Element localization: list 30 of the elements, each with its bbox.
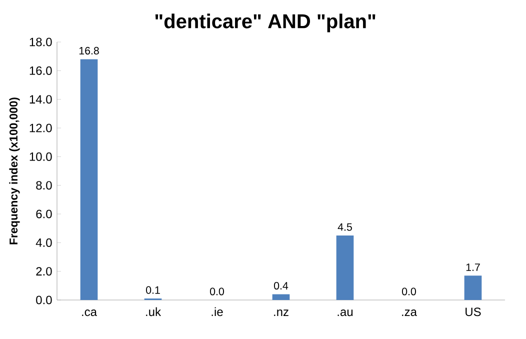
x-tick-label: .za xyxy=(402,310,417,316)
data-label: 0.0 xyxy=(402,288,416,296)
data-label: 1.7 xyxy=(466,264,480,271)
data-label: 4.5 xyxy=(338,223,352,231)
y-axis-title: Frequency index (x100,000) xyxy=(9,98,20,244)
bar xyxy=(464,276,482,300)
x-tick-label: .au xyxy=(338,310,353,316)
y-tick-label: 16.0 xyxy=(30,66,52,75)
x-tick-label: .nz xyxy=(274,310,288,316)
data-label: 0.4 xyxy=(274,282,288,290)
y-tick-label: 14.0 xyxy=(30,95,52,104)
data-label: 16.8 xyxy=(79,46,99,54)
x-tick-label: .uk xyxy=(146,307,162,316)
x-tick-label: .ie xyxy=(212,307,223,316)
y-tick-label: 6.0 xyxy=(36,210,52,218)
y-tick-label: 2.0 xyxy=(36,267,52,276)
y-tick-label: 18.0 xyxy=(30,38,52,46)
data-label: 0.0 xyxy=(210,288,224,296)
bar xyxy=(80,59,98,300)
y-tick-label: 8.0 xyxy=(36,181,52,190)
bar xyxy=(336,235,354,300)
chart-title: "denticare" AND "plan" xyxy=(155,14,376,32)
bar xyxy=(272,294,290,300)
data-label: 0.1 xyxy=(146,286,160,294)
y-tick-label: 0.0 xyxy=(36,296,52,304)
y-tick-label: 4.0 xyxy=(36,238,52,247)
x-tick-label: .ca xyxy=(82,310,98,316)
x-tick-label: US xyxy=(466,308,481,316)
y-tick-label: 10.0 xyxy=(30,152,52,161)
y-tick-label: 12.0 xyxy=(30,124,52,132)
